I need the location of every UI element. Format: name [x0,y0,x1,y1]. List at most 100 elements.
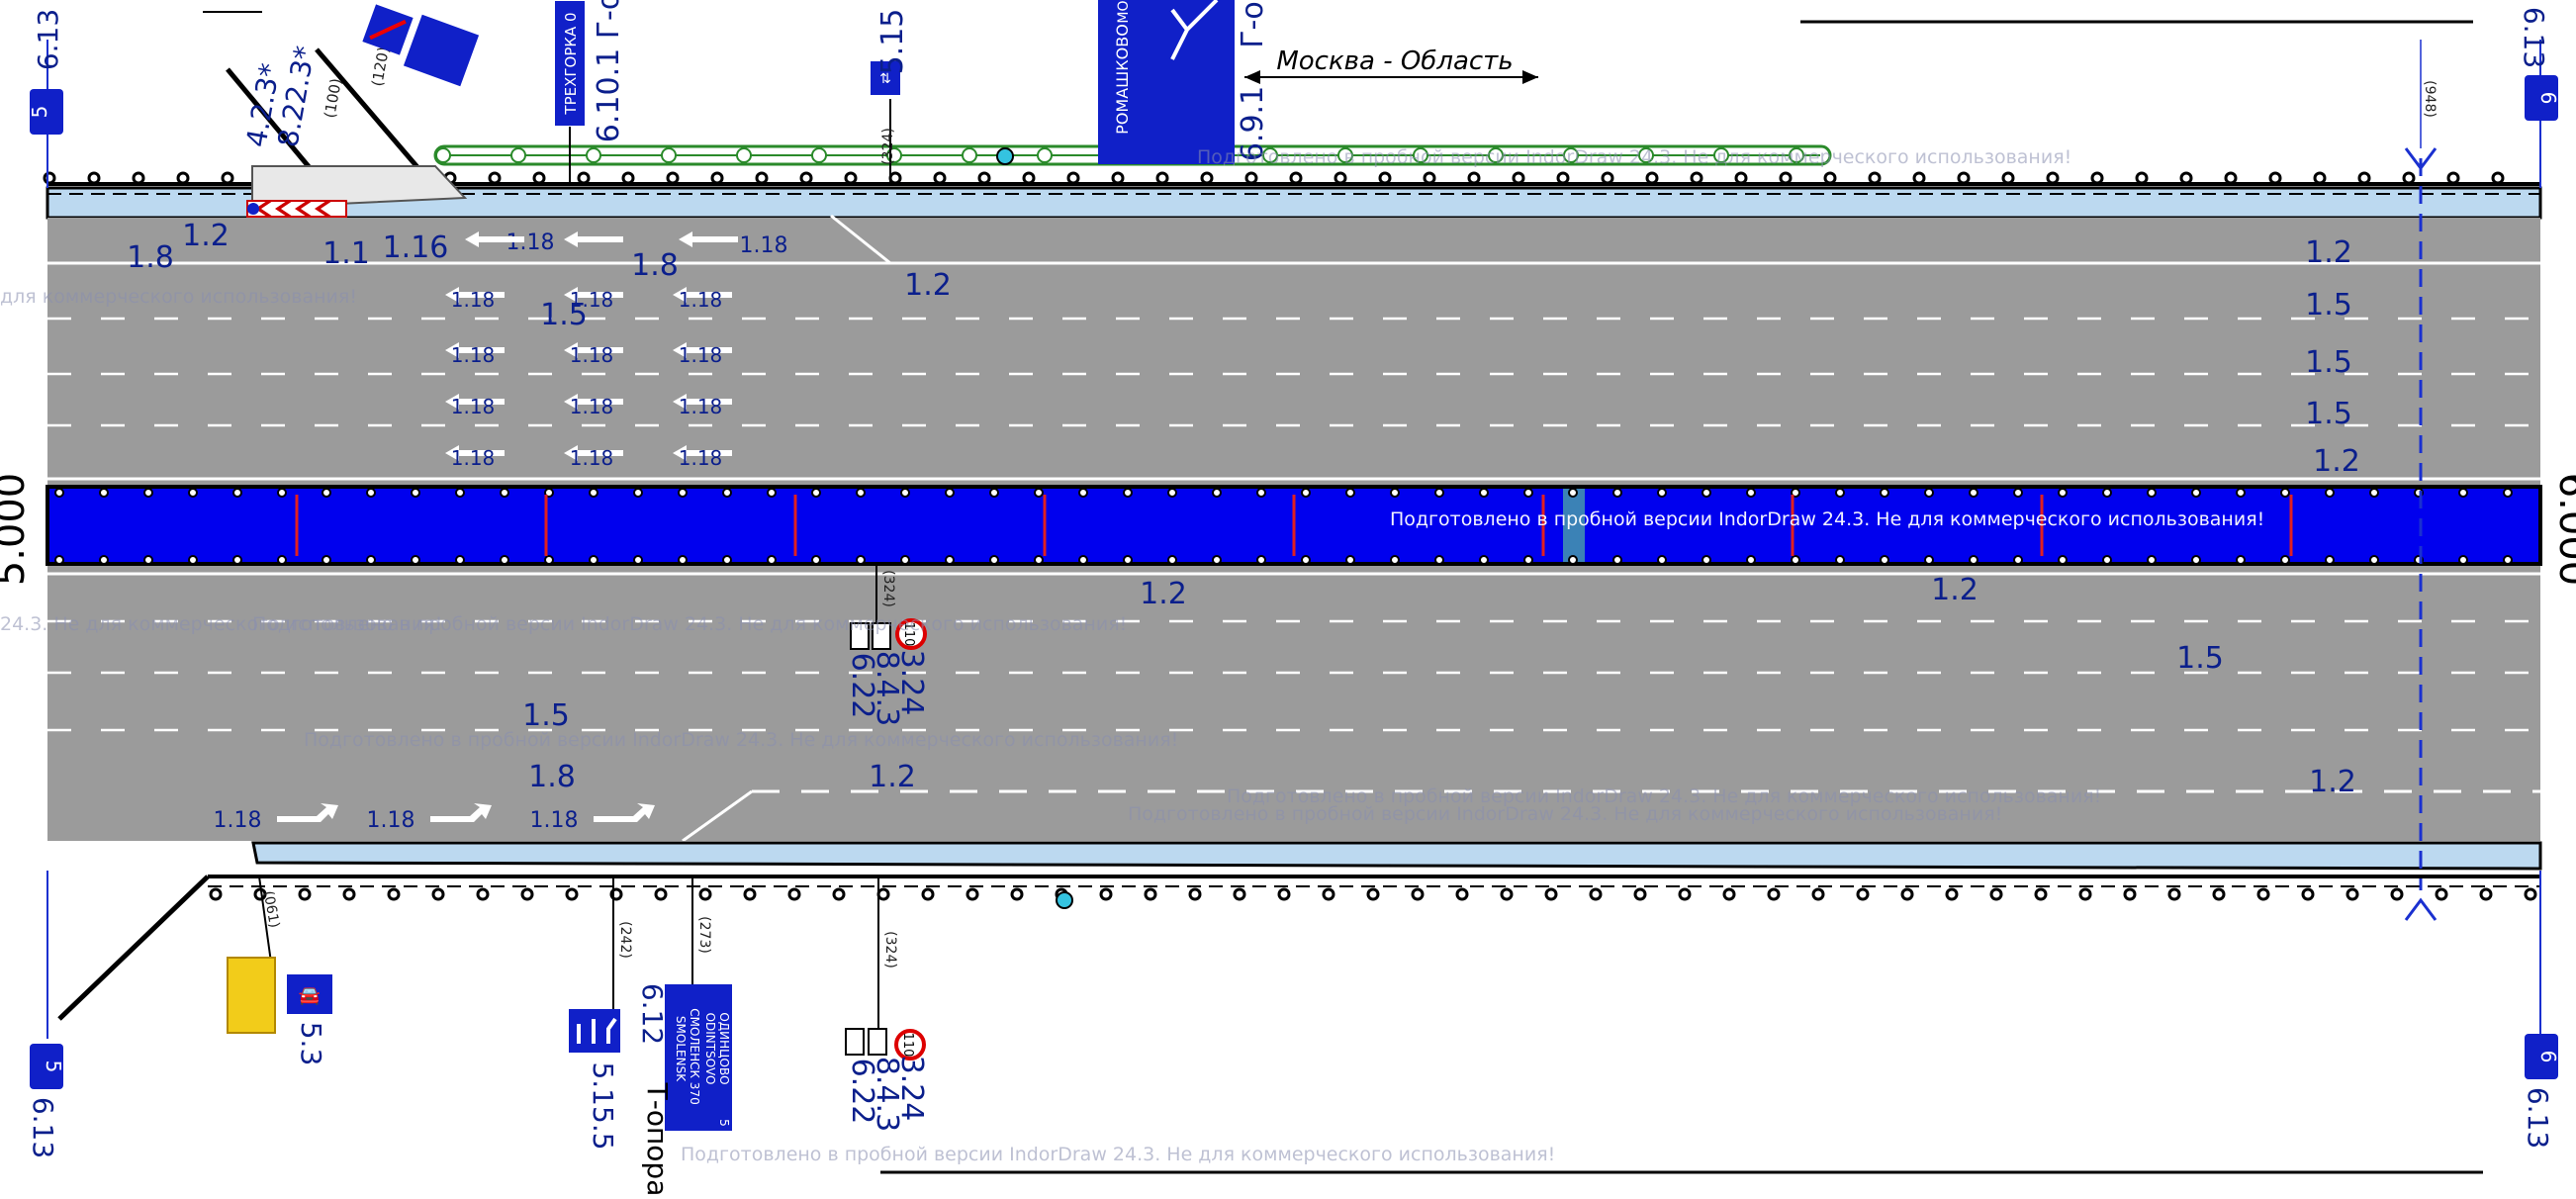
fence-post [1155,171,1169,185]
watermark-5: Подготовлено в пробной версии IndorDraw … [1128,803,2002,825]
fence-post [1912,171,1926,185]
fence-post [1423,171,1436,185]
median-post [2503,555,2513,565]
survey-point-bottom [1056,891,1073,909]
fence-post [2301,887,2315,901]
taper-line [682,789,753,843]
fence-post [2524,887,2537,901]
fence-post [1366,887,1380,901]
svg-text:ODINTSOVO: ODINTSOVO [703,1013,717,1085]
watermark-4: Подготовлено в пробной версии IndorDraw … [1227,785,2101,807]
fence-post [977,171,991,185]
warning-plate [227,957,276,1034]
path-node [1262,147,1278,163]
arrow-shape [673,342,732,358]
median-post [1924,488,1934,498]
arrow-shape [673,287,732,303]
marking-label: 1.5 [2176,641,2224,676]
fence-post [844,171,858,185]
fence-post [1957,171,1971,185]
median-post [2503,488,2513,498]
fence-post [888,171,902,185]
median-post [1434,555,1444,565]
bottom-left-plate: 5 [42,1061,65,1073]
fence-post [2224,171,2238,185]
sign-53-icon [287,974,332,1014]
marking-label: 1.2 [1140,577,1187,611]
arrow-shape [564,445,623,461]
gore-area [251,165,468,210]
fence-post [666,171,680,185]
arrow-label: 1.18 [570,446,614,470]
median-post [1390,488,1400,498]
fence-post [1277,887,1291,901]
big-panel-code: 6.9.1 [1236,86,1270,161]
median-post [2236,488,2246,498]
arrow-shape [673,394,732,410]
fence-post [1010,887,1024,901]
watermark-3: Подготовлено в пробной версии IndorDraw … [304,729,1178,751]
path-node [736,147,752,163]
median-post [856,555,866,565]
fence-post [1811,887,1825,901]
watermarks: Подготовлено в пробной версии IndorDraw … [0,146,2264,1165]
median-red-marks [295,495,2293,556]
edge-label-bottom-right: 6 6.13 [2522,1034,2560,1149]
median-post [2325,488,2335,498]
fence-post [1779,171,1793,185]
dim-061: (061) [260,889,282,929]
fence-post [1868,171,1882,185]
arrow-shape [445,445,505,461]
median-post [1479,488,1489,498]
fence-post [933,171,947,185]
median-post [500,488,509,498]
fence-post [1856,887,1870,901]
path-node [1488,147,1504,163]
median-post [1256,555,1266,565]
fence-post [1200,171,1214,185]
median-post [1034,488,1044,498]
marking-label: 1.8 [127,240,174,275]
fence-post [2313,171,2327,185]
median-post [277,488,287,498]
fence-post [221,171,234,185]
median-post [1390,555,1400,565]
bottom-fence-posts [209,887,2537,901]
median-post [1702,555,1711,565]
svg-text:⇅: ⇅ [879,71,891,87]
fence-post [565,887,579,901]
arrow-shape [430,803,492,822]
median-post [1568,488,1578,498]
median-post [366,555,376,565]
bottom-sign-speed: (324) 110 3.24 8.4.3 6.22 [845,876,929,1132]
median-sign-group: (324) 110 3.24 8.4.3 6.22 [845,566,929,726]
bottom-sign-panel: (273) ОДИНЦОВО ODINTSOVO СМОЛЕНСК 370 SM… [641,876,732,1196]
median-post [2458,555,2468,565]
path-node [962,147,977,163]
arrow-label: 1.18 [570,343,614,367]
lane-arrow [445,394,505,410]
marking-label: 1.2 [2305,235,2352,270]
fence-post [1601,171,1614,185]
median-post [1835,555,1845,565]
median-post [1791,555,1800,565]
marking-label: 1.5 [2305,288,2352,323]
fence-post [787,887,801,901]
median-post [1123,555,1133,565]
sign-big-panel: РОМАШКОВО МО 6.9.1 Г-о [1098,0,1270,164]
arrow-label: 1.18 [214,808,262,833]
lane-arrow [594,803,655,822]
lane-arrow [564,342,623,358]
left-km-label: 5.000 [0,473,34,587]
code-53: 5.3 [295,1022,327,1066]
arrow-shape [564,231,623,247]
arrow-label: 1.18 [679,446,723,470]
marking-label: 1.5 [2305,397,2352,431]
path-node [510,147,526,163]
arrow-label: 1.18 [451,343,496,367]
median-post [589,555,598,565]
median-post [411,488,420,498]
median-post [1212,555,1222,565]
median-post [2458,488,2468,498]
direction-arrow: Москва - Область [1244,46,1538,84]
